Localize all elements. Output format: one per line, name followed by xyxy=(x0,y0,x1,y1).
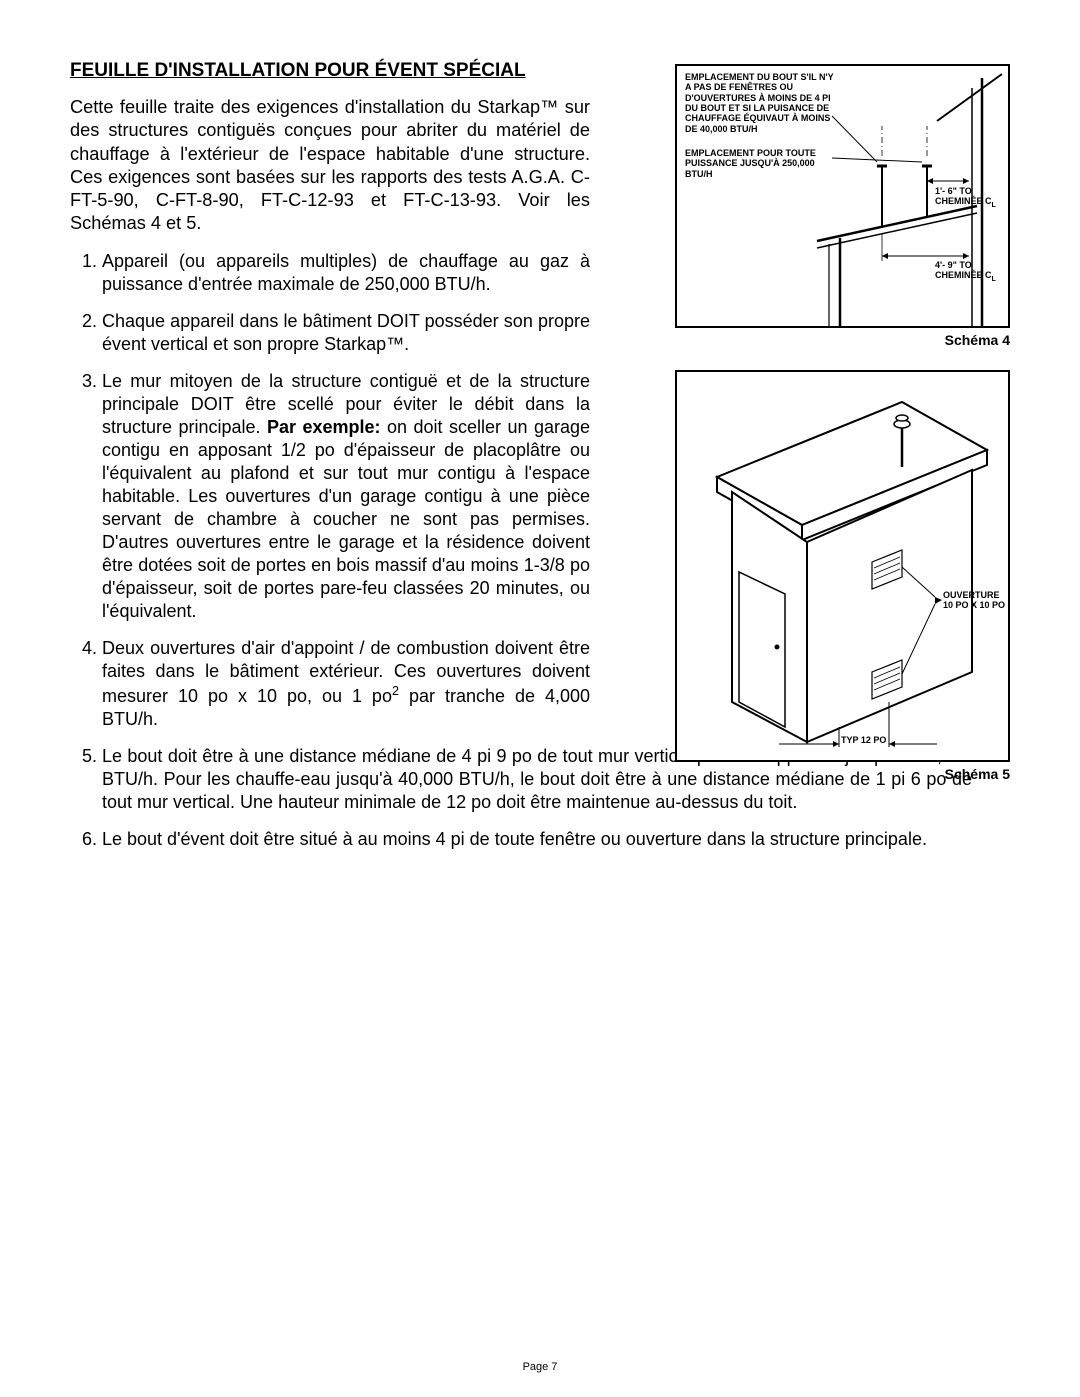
page: FEUILLE D'INSTALLATION POUR ÉVENT SPÉCIA… xyxy=(0,0,1080,1397)
text: on doit sceller un garage contigu en app… xyxy=(102,417,590,621)
superscript: 2 xyxy=(392,684,399,698)
intro-paragraph: Cette feuille traite des exigences d'ins… xyxy=(70,96,590,236)
vent-label: OUVERTURE 10 PO X 10 PO xyxy=(943,590,1005,611)
figures-column: EMPLACEMENT DU BOUT S'IL N'Y A PAS DE FE… xyxy=(675,64,1010,782)
text: OUVERTURE xyxy=(943,590,1000,600)
text: CHEMINÉE C xyxy=(935,196,992,206)
bold-text: Par exemple: xyxy=(267,417,381,437)
figure-note: EMPLACEMENT DU BOUT S'IL N'Y A PAS DE FE… xyxy=(685,72,835,134)
dimension-label: 4'- 9" TO CHEMINÉE CL xyxy=(935,260,996,284)
text: 10 PO X 10 PO xyxy=(943,600,1005,610)
figure-5: OUVERTURE 10 PO X 10 PO TYP 12 PO xyxy=(675,370,1010,762)
list-item: Le mur mitoyen de la structure contiguë … xyxy=(102,370,590,623)
text: CHEMINÉE C xyxy=(935,270,992,280)
figure-5-svg xyxy=(677,372,1012,764)
list-item: Chaque appareil dans le bâtiment DOIT po… xyxy=(102,310,590,356)
dimension-label: TYP 12 PO xyxy=(841,735,886,745)
figure-note: EMPLACEMENT POUR TOUTE PUISSANCE JUSQU'À… xyxy=(685,148,835,179)
list-item: Appareil (ou appareils multiples) de cha… xyxy=(102,250,590,296)
text: 1'- 6" TO xyxy=(935,186,972,196)
figure-4-caption: Schéma 4 xyxy=(675,332,1010,348)
text: 4'- 9" TO xyxy=(935,260,972,270)
list-item: Le bout d'évent doit être situé à au moi… xyxy=(102,828,972,851)
subscript: L xyxy=(992,202,996,209)
figure-4: EMPLACEMENT DU BOUT S'IL N'Y A PAS DE FE… xyxy=(675,64,1010,328)
subscript: L xyxy=(992,276,996,283)
figure-5-caption: Schéma 5 xyxy=(675,766,1010,782)
list-item: Deux ouvertures d'air d'appoint / de com… xyxy=(102,637,590,731)
dimension-label: 1'- 6" TO CHEMINÉE CL xyxy=(935,186,996,210)
page-number: Page 7 xyxy=(0,1361,1080,1373)
content-wrap: FEUILLE D'INSTALLATION POUR ÉVENT SPÉCIA… xyxy=(70,60,1010,852)
